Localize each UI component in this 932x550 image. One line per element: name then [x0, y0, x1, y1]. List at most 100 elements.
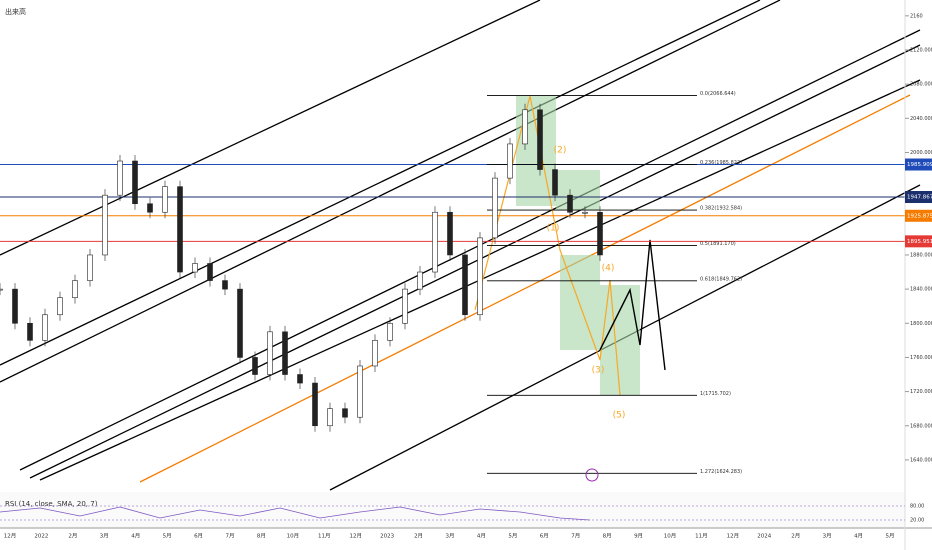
x-tick-label: 2月	[414, 533, 423, 540]
candle	[0, 288, 3, 291]
x-tick-label: 4月	[854, 533, 863, 540]
candle	[162, 186, 168, 213]
candle	[252, 357, 258, 375]
rsi-label: RSI (14, close, SMA, 20, 7)	[5, 500, 98, 508]
x-tick-label: 10月	[664, 533, 677, 540]
candle	[342, 408, 348, 418]
orange-trendline	[139, 94, 911, 483]
price-tick-label: 2080.000	[910, 82, 932, 88]
x-tick-label: 11月	[695, 533, 708, 540]
candle	[147, 203, 153, 213]
x-tick-label: 4月	[477, 533, 486, 540]
candle	[27, 322, 33, 341]
price-tick-label: 1800.000	[910, 321, 932, 327]
x-tick-label: 5月	[508, 533, 517, 540]
x-tick-label: 8月	[603, 533, 612, 540]
x-tick-label: 4月	[131, 533, 140, 540]
x-tick-label: 2022	[34, 534, 48, 540]
price-tick-label: 1640.000	[910, 457, 932, 463]
price-tag-label: 1985.909	[907, 162, 932, 168]
candle	[72, 280, 78, 298]
candle	[282, 331, 288, 375]
candle	[582, 211, 588, 214]
fib-label: 1(1715.702)	[700, 391, 731, 397]
candle	[237, 288, 243, 358]
fib-label: 0.618(1849.762)	[700, 276, 742, 282]
candle	[357, 365, 363, 418]
candle	[447, 211, 453, 256]
candle	[432, 211, 438, 273]
candle	[117, 160, 123, 196]
wave-label: (4)	[602, 264, 615, 274]
candle	[477, 237, 483, 316]
candle	[87, 254, 93, 281]
candle	[207, 263, 213, 281]
x-tick-label: 3月	[823, 533, 832, 540]
x-tick-label: 8月	[257, 533, 266, 540]
x-tick-label: 10月	[287, 533, 300, 540]
price-tag	[905, 235, 932, 248]
x-tick-label: 2月	[791, 533, 800, 540]
candle	[102, 194, 108, 256]
volume-label: 出来高	[5, 7, 26, 16]
candle	[522, 109, 528, 145]
x-tick-label: 12月	[349, 533, 362, 540]
candle	[132, 160, 138, 205]
candle	[12, 288, 18, 324]
candle	[42, 314, 48, 341]
candle	[312, 382, 318, 427]
x-tick-label: 5月	[886, 533, 895, 540]
x-tick-label: 6月	[194, 533, 203, 540]
candle	[492, 177, 498, 239]
wave-label: (2)	[554, 146, 567, 156]
rsi-line	[0, 506, 591, 521]
x-tick-label: 7月	[226, 533, 235, 540]
wave-path	[474, 95, 621, 396]
wave-label: (1)	[547, 224, 560, 234]
rsi-pane	[0, 492, 905, 528]
projection	[599, 239, 666, 371]
price-tag	[905, 191, 932, 204]
x-tick-label: 12月	[727, 533, 740, 540]
candle	[222, 280, 228, 290]
fib-label: 0.0(2066.644)	[700, 91, 736, 97]
price-tag	[905, 209, 932, 222]
x-tick-label: 6月	[540, 533, 549, 540]
candle	[57, 297, 63, 316]
candle	[417, 271, 423, 290]
candle	[177, 186, 183, 273]
price-tick-label: 1680.000	[910, 423, 932, 429]
candle	[387, 322, 393, 341]
rsi-tick-label: 20.00	[910, 518, 924, 524]
price-tag-label: 1925.875	[907, 213, 932, 219]
price-tick-label: 1760.000	[910, 355, 932, 361]
event-icon	[585, 468, 599, 482]
rsi-tick-label: 80.00	[910, 504, 924, 510]
fib-label: 0.236(1985.822)	[700, 160, 742, 166]
x-tick-label: 9月	[634, 533, 643, 540]
candle	[192, 263, 198, 273]
candle	[537, 109, 543, 170]
price-tick-label: 2120.000	[910, 48, 932, 54]
candle	[402, 288, 408, 324]
x-tick-label: 11月	[318, 533, 331, 540]
price-tag-label: 1947.867	[907, 195, 932, 201]
x-tick-label: 12月	[4, 533, 17, 540]
price-tick-label: 2160	[910, 13, 923, 19]
price-tick-label: 2040.000	[910, 116, 932, 122]
price-tick-label: 2000.000	[910, 150, 932, 156]
candle	[552, 169, 558, 196]
fib-label: 0.382(1932.584)	[700, 206, 742, 212]
candle	[462, 254, 468, 316]
candle	[567, 194, 573, 213]
candle	[507, 143, 513, 179]
candle	[372, 340, 378, 367]
candle	[267, 331, 273, 375]
x-tick-label: 5月	[163, 533, 172, 540]
x-tick-label: 7月	[571, 533, 580, 540]
x-tick-label: 2023	[380, 534, 394, 540]
x-tick-label: 2月	[68, 533, 77, 540]
x-tick-label: 3月	[446, 533, 455, 540]
candle	[597, 211, 603, 256]
